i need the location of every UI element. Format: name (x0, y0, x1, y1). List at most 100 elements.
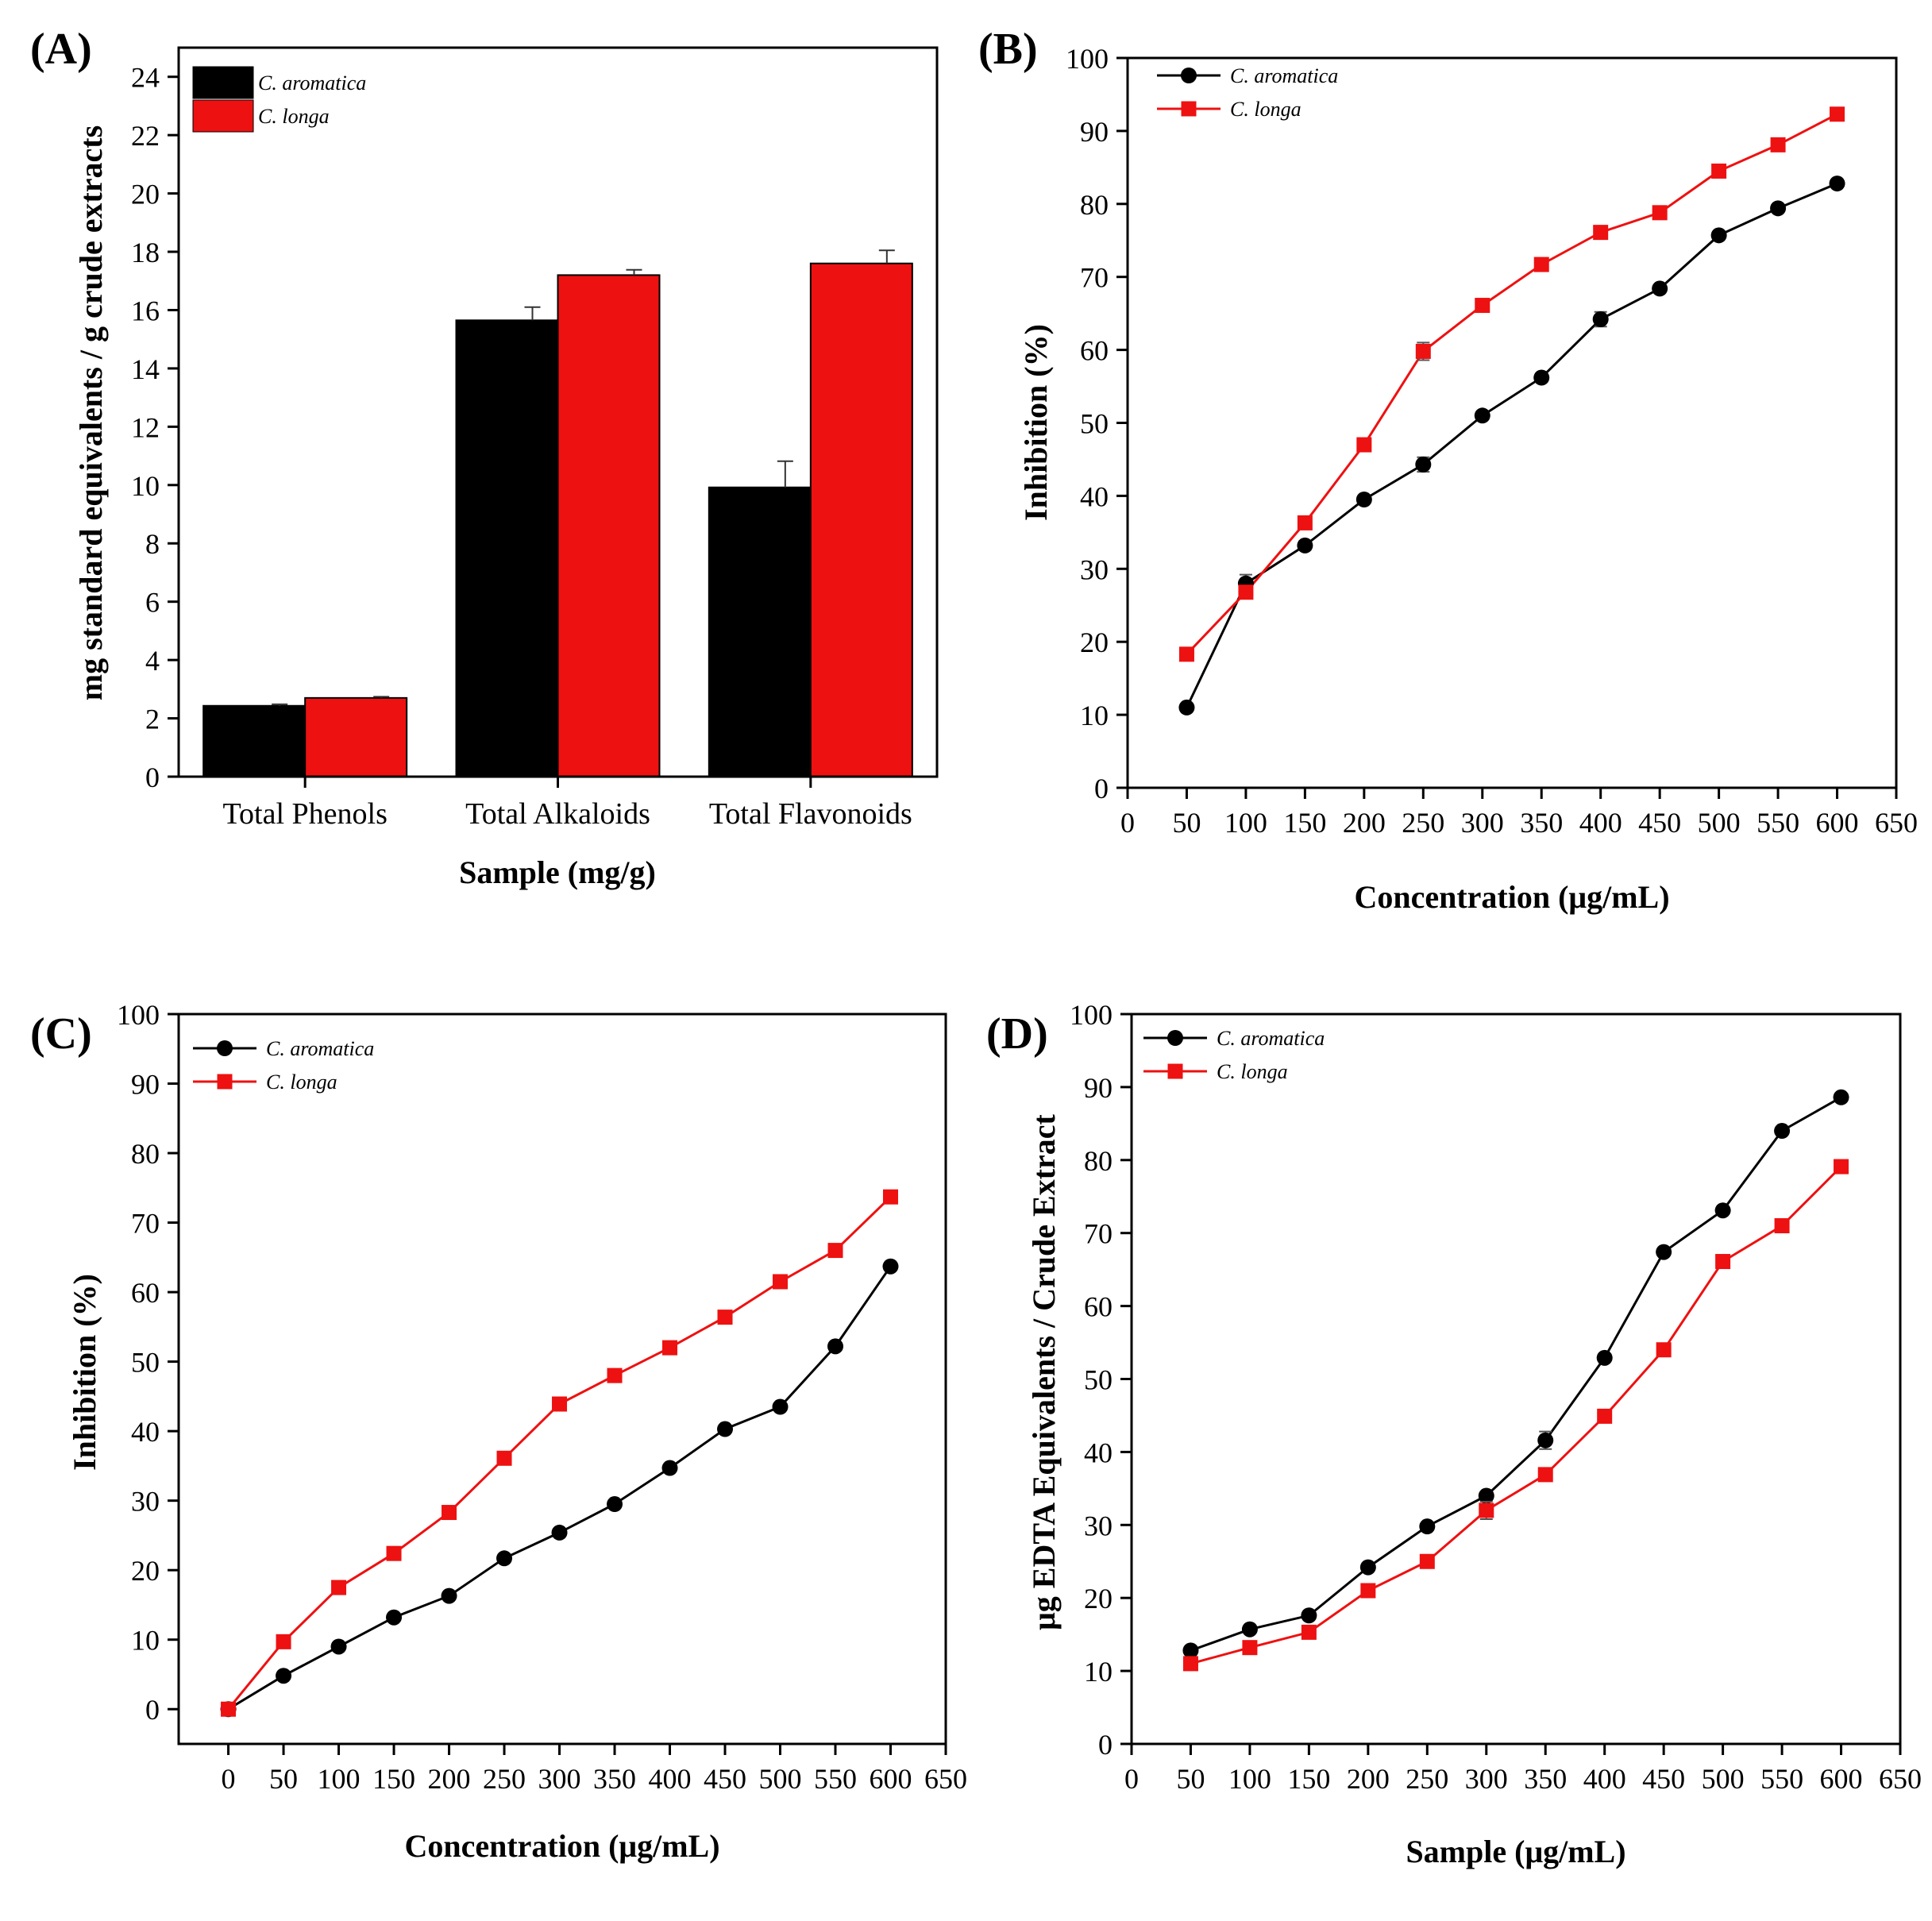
data-point (1834, 1159, 1849, 1175)
y-tick-label: 80 (1080, 189, 1109, 221)
bar (455, 319, 559, 778)
data-point (1356, 437, 1372, 453)
x-tick-label: 550 (814, 1763, 857, 1795)
x-tick-label: 150 (372, 1763, 415, 1795)
data-point (1478, 1487, 1494, 1504)
x-tick-label: 500 (759, 1763, 802, 1795)
data-point (1475, 298, 1490, 314)
data-point (1359, 1559, 1376, 1576)
x-tick-label: 50 (1172, 807, 1201, 839)
y-tick-label: 90 (1080, 116, 1109, 148)
x-tick-label: 550 (1757, 807, 1799, 839)
data-point (1829, 176, 1845, 192)
x-tick-label: 150 (1283, 807, 1326, 839)
x-tick-label: 200 (428, 1763, 471, 1795)
y-tick-label: 80 (1084, 1145, 1113, 1177)
data-point (442, 1505, 457, 1521)
y-tick-label: 20 (131, 1555, 160, 1587)
data-point (1830, 106, 1845, 122)
x-axis-title: Concentration (μg/mL) (1354, 879, 1669, 915)
x-tick-label: 650 (924, 1763, 967, 1795)
x-tick-label: 650 (1875, 807, 1918, 839)
data-point (1656, 1244, 1672, 1260)
y-tick-label: 60 (131, 1277, 160, 1309)
x-tick-label: 0 (1124, 1763, 1139, 1795)
data-point (882, 1258, 899, 1275)
x-tick-label: 600 (1816, 807, 1859, 839)
y-tick-label: 20 (1084, 1583, 1113, 1614)
x-tick-label: 300 (538, 1763, 581, 1795)
data-point (496, 1550, 513, 1567)
y-tick-label: 4 (145, 645, 160, 677)
data-point (1533, 257, 1549, 272)
y-tick-label: 80 (131, 1138, 160, 1170)
data-point (1167, 1030, 1183, 1046)
x-tick-label: 150 (1287, 1763, 1330, 1795)
y-tick-label: 40 (131, 1416, 160, 1448)
data-point (386, 1545, 402, 1561)
data-point (552, 1396, 568, 1412)
data-point (1474, 407, 1490, 424)
y-tick-label: 2 (145, 704, 160, 735)
data-point (1297, 537, 1313, 554)
data-point (1479, 1502, 1494, 1518)
data-point (1710, 227, 1727, 244)
x-tick-label: 200 (1343, 807, 1386, 839)
x-tick-label: 500 (1702, 1763, 1745, 1795)
x-tick-label: 100 (318, 1763, 361, 1795)
y-tick-label: 0 (1094, 773, 1109, 804)
x-axis-title: Concentration (μg/mL) (404, 1828, 719, 1864)
y-tick-label: 30 (1080, 554, 1109, 585)
data-point (496, 1450, 512, 1466)
data-point (1537, 1467, 1553, 1483)
x-tick-label: 250 (1406, 1763, 1448, 1795)
data-point (607, 1496, 623, 1513)
y-tick-label: 50 (131, 1347, 160, 1379)
data-point (217, 1040, 233, 1056)
legend-label: C. longa (266, 1070, 337, 1094)
y-tick-label: 0 (145, 1694, 160, 1726)
data-point (1301, 1607, 1317, 1624)
data-point (276, 1668, 292, 1684)
category-label: Total Flavonoids (709, 797, 912, 831)
x-tick-label: 550 (1760, 1763, 1803, 1795)
panel-label: (B) (978, 25, 1038, 74)
category-label: Total Alkaloids (465, 797, 650, 831)
plot-frame (1126, 56, 1898, 789)
y-tick-label: 0 (1098, 1729, 1113, 1761)
data-point (773, 1274, 789, 1290)
x-tick-label: 600 (870, 1763, 912, 1795)
x-tick-label: 300 (1461, 807, 1504, 839)
x-tick-label: 600 (1820, 1763, 1863, 1795)
data-point (1301, 1624, 1317, 1640)
legend-swatch (192, 66, 254, 99)
data-point (1537, 1432, 1554, 1448)
y-axis-title: Inhibition (%) (67, 1274, 102, 1471)
bar (809, 262, 913, 777)
data-point (1419, 1518, 1436, 1535)
data-point (1241, 1621, 1258, 1637)
y-axis-title: μg EDTA Equivalents / Crude Extract (1026, 1113, 1062, 1630)
y-tick-label: 70 (1084, 1218, 1113, 1250)
y-tick-label: 24 (131, 62, 160, 94)
data-point (1652, 205, 1668, 221)
y-tick-label: 18 (131, 237, 160, 268)
y-tick-label: 100 (1070, 999, 1113, 1031)
data-point (1181, 101, 1197, 117)
bar (557, 274, 661, 777)
data-point (276, 1634, 291, 1649)
data-point (1167, 1063, 1183, 1079)
data-point (331, 1580, 347, 1595)
panel-label: (D) (986, 1009, 1048, 1059)
data-point (883, 1189, 899, 1205)
x-tick-label: 50 (1176, 1763, 1205, 1795)
legend-label: C. aromatica (266, 1037, 374, 1060)
plot-frame (177, 46, 939, 778)
data-point (1415, 456, 1432, 473)
data-point (607, 1367, 623, 1383)
y-tick-label: 60 (1080, 335, 1109, 367)
x-tick-label: 400 (1583, 1763, 1626, 1795)
data-point (717, 1421, 734, 1437)
x-tick-label: 250 (1402, 807, 1444, 839)
